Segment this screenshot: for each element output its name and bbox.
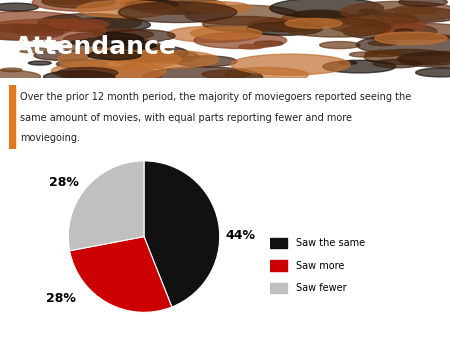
Circle shape (123, 64, 143, 67)
Circle shape (356, 34, 450, 55)
Circle shape (231, 54, 350, 75)
Text: Saw fewer: Saw fewer (296, 283, 346, 293)
Circle shape (292, 10, 348, 20)
Text: moviegoing.: moviegoing. (20, 133, 80, 143)
Text: 28%: 28% (50, 175, 79, 189)
Circle shape (174, 56, 237, 67)
Circle shape (114, 50, 219, 69)
Circle shape (359, 9, 378, 13)
Circle shape (342, 23, 437, 40)
Circle shape (398, 51, 450, 67)
Circle shape (32, 0, 134, 11)
Circle shape (202, 17, 291, 32)
Circle shape (364, 49, 450, 65)
Circle shape (120, 0, 217, 12)
Circle shape (68, 67, 162, 83)
Circle shape (320, 42, 360, 49)
Circle shape (76, 1, 175, 18)
Circle shape (34, 50, 91, 61)
Circle shape (0, 11, 85, 32)
Circle shape (270, 0, 383, 18)
Circle shape (28, 61, 51, 65)
Circle shape (328, 17, 426, 34)
Wedge shape (144, 161, 220, 307)
Text: same amount of movies, with equal parts reporting fewer and more: same amount of movies, with equal parts … (20, 113, 352, 123)
Circle shape (167, 26, 261, 42)
Circle shape (191, 27, 262, 40)
Circle shape (369, 41, 396, 46)
Circle shape (281, 18, 391, 37)
Circle shape (51, 61, 166, 81)
Text: 44%: 44% (226, 228, 256, 242)
Circle shape (130, 0, 226, 14)
Circle shape (91, 45, 189, 62)
Circle shape (378, 23, 450, 40)
Bar (9, 84, 14, 149)
Circle shape (248, 19, 323, 31)
Circle shape (397, 52, 450, 65)
Circle shape (373, 59, 421, 68)
Circle shape (57, 68, 118, 78)
Circle shape (0, 3, 38, 11)
Circle shape (38, 14, 141, 32)
Circle shape (122, 50, 199, 63)
Text: Saw the same: Saw the same (296, 238, 365, 248)
Circle shape (118, 2, 237, 23)
Text: Saw more: Saw more (296, 261, 344, 270)
Circle shape (185, 5, 300, 25)
Text: Attendance: Attendance (14, 35, 176, 59)
Circle shape (350, 52, 378, 57)
Circle shape (202, 70, 250, 78)
Bar (270, 260, 287, 271)
Circle shape (342, 13, 418, 26)
Text: Over the prior 12 month period, the majority of moviegoers reported seeing the: Over the prior 12 month period, the majo… (20, 92, 411, 102)
Circle shape (1, 68, 22, 72)
Circle shape (282, 12, 360, 26)
Circle shape (225, 68, 308, 82)
Circle shape (42, 0, 116, 8)
Bar (270, 283, 287, 293)
Bar (270, 238, 287, 248)
Circle shape (64, 32, 144, 46)
Circle shape (18, 48, 49, 53)
Circle shape (285, 18, 342, 28)
Circle shape (375, 32, 447, 45)
Circle shape (238, 45, 264, 49)
Circle shape (111, 42, 156, 49)
Circle shape (340, 1, 450, 22)
Circle shape (88, 51, 141, 60)
Circle shape (11, 25, 71, 35)
Circle shape (187, 2, 252, 13)
Circle shape (395, 29, 414, 32)
Wedge shape (70, 237, 172, 312)
Circle shape (0, 19, 106, 41)
Circle shape (0, 70, 40, 83)
Circle shape (63, 38, 162, 55)
Circle shape (247, 22, 323, 35)
Circle shape (44, 71, 115, 83)
Wedge shape (68, 161, 144, 251)
Circle shape (94, 29, 153, 40)
Circle shape (375, 7, 450, 23)
Circle shape (254, 41, 283, 46)
Circle shape (323, 60, 396, 73)
Circle shape (365, 50, 401, 57)
Circle shape (56, 59, 107, 69)
Circle shape (102, 29, 175, 42)
Circle shape (416, 68, 450, 77)
Circle shape (393, 6, 439, 14)
Circle shape (67, 18, 150, 32)
Circle shape (126, 0, 178, 9)
Circle shape (58, 49, 181, 70)
Circle shape (43, 0, 90, 4)
Circle shape (194, 32, 287, 48)
Text: 28%: 28% (46, 292, 76, 305)
Circle shape (0, 24, 64, 40)
Circle shape (399, 0, 447, 6)
Circle shape (338, 61, 357, 65)
Circle shape (49, 19, 108, 29)
Circle shape (143, 67, 263, 88)
